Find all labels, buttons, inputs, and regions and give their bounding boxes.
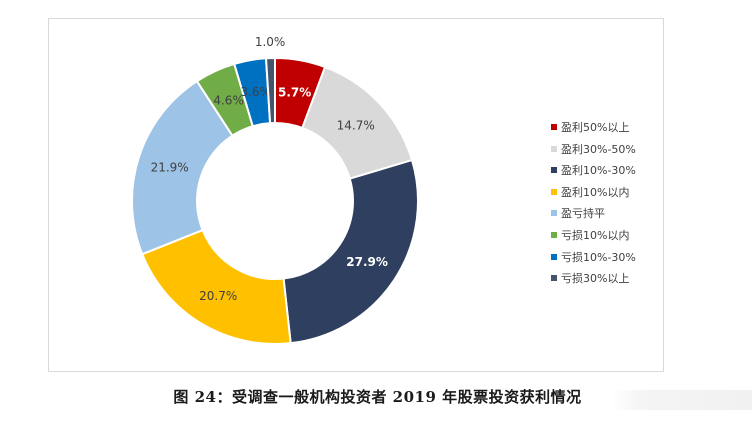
legend-label: 盈亏持平 — [561, 207, 605, 221]
legend-label: 盈利30%-50% — [561, 142, 636, 156]
watermark — [612, 390, 752, 410]
slice-label-5: 21.9% — [151, 161, 189, 175]
donut-chart: 5.7% 14.7% 27.9% 20.7% 21.9% 4.6%3.6% 1.0% — [131, 35, 419, 345]
legend-item: 盈利10%以内 — [551, 182, 636, 204]
slice-3 — [282, 158, 419, 345]
slice-label-2: 14.7% — [337, 119, 375, 133]
slice-label-7: 3.6% — [240, 85, 271, 99]
chart-area: 5.7% 14.7% 27.9% 20.7% 21.9% 4.6% 3.6% 1.0% 盈利5… — [48, 18, 664, 372]
slice-label-6: 4.6% — [213, 94, 244, 108]
legend-swatch — [551, 167, 557, 174]
legend-label: 亏损10%-30% — [561, 250, 636, 264]
legend-item: 盈利10%-30% — [551, 160, 636, 182]
slice-label-4: 20.7% — [199, 289, 237, 303]
slice-4 — [140, 228, 292, 345]
slice-label-3: 27.9% — [346, 255, 388, 269]
legend-item: 亏损10%-30% — [551, 247, 636, 269]
slice-label-8: 1.0% — [255, 35, 285, 49]
legend-swatch — [551, 253, 557, 260]
legend-item: 亏损10%以内 — [551, 225, 636, 247]
legend-label: 亏损10%以内 — [561, 228, 630, 242]
chart-legend: 盈利50%以上 盈利30%-50% 盈利10%-30% 盈利10%以内 盈亏持平亏损10… — [551, 117, 636, 290]
legend-swatch — [551, 124, 557, 130]
slice-label-1: 5.7% — [278, 85, 311, 99]
legend-item: 盈利50%以上 — [551, 117, 636, 139]
legend-swatch — [551, 231, 557, 238]
legend-swatch — [551, 145, 557, 152]
legend-swatch — [551, 275, 557, 282]
legend-label: 盈利10%-30% — [561, 164, 636, 178]
legend-label: 盈利50%以上 — [561, 121, 630, 134]
legend-item: 亏损30%以上 — [551, 268, 636, 290]
slice-5 — [131, 79, 234, 256]
legend-swatch — [551, 188, 557, 195]
legend-label: 盈利10%以内 — [561, 185, 630, 199]
legend-label: 亏损30%以上 — [561, 272, 630, 286]
legend-item: 盈亏持平 — [551, 203, 636, 225]
legend-item: 盈利30%-50% — [551, 139, 636, 161]
figure-caption: 图 24：受调查一般机构投资者 2019 年股票投资获利情况 — [173, 388, 582, 406]
legend-swatch — [551, 210, 557, 217]
slice-8 — [264, 56, 276, 125]
